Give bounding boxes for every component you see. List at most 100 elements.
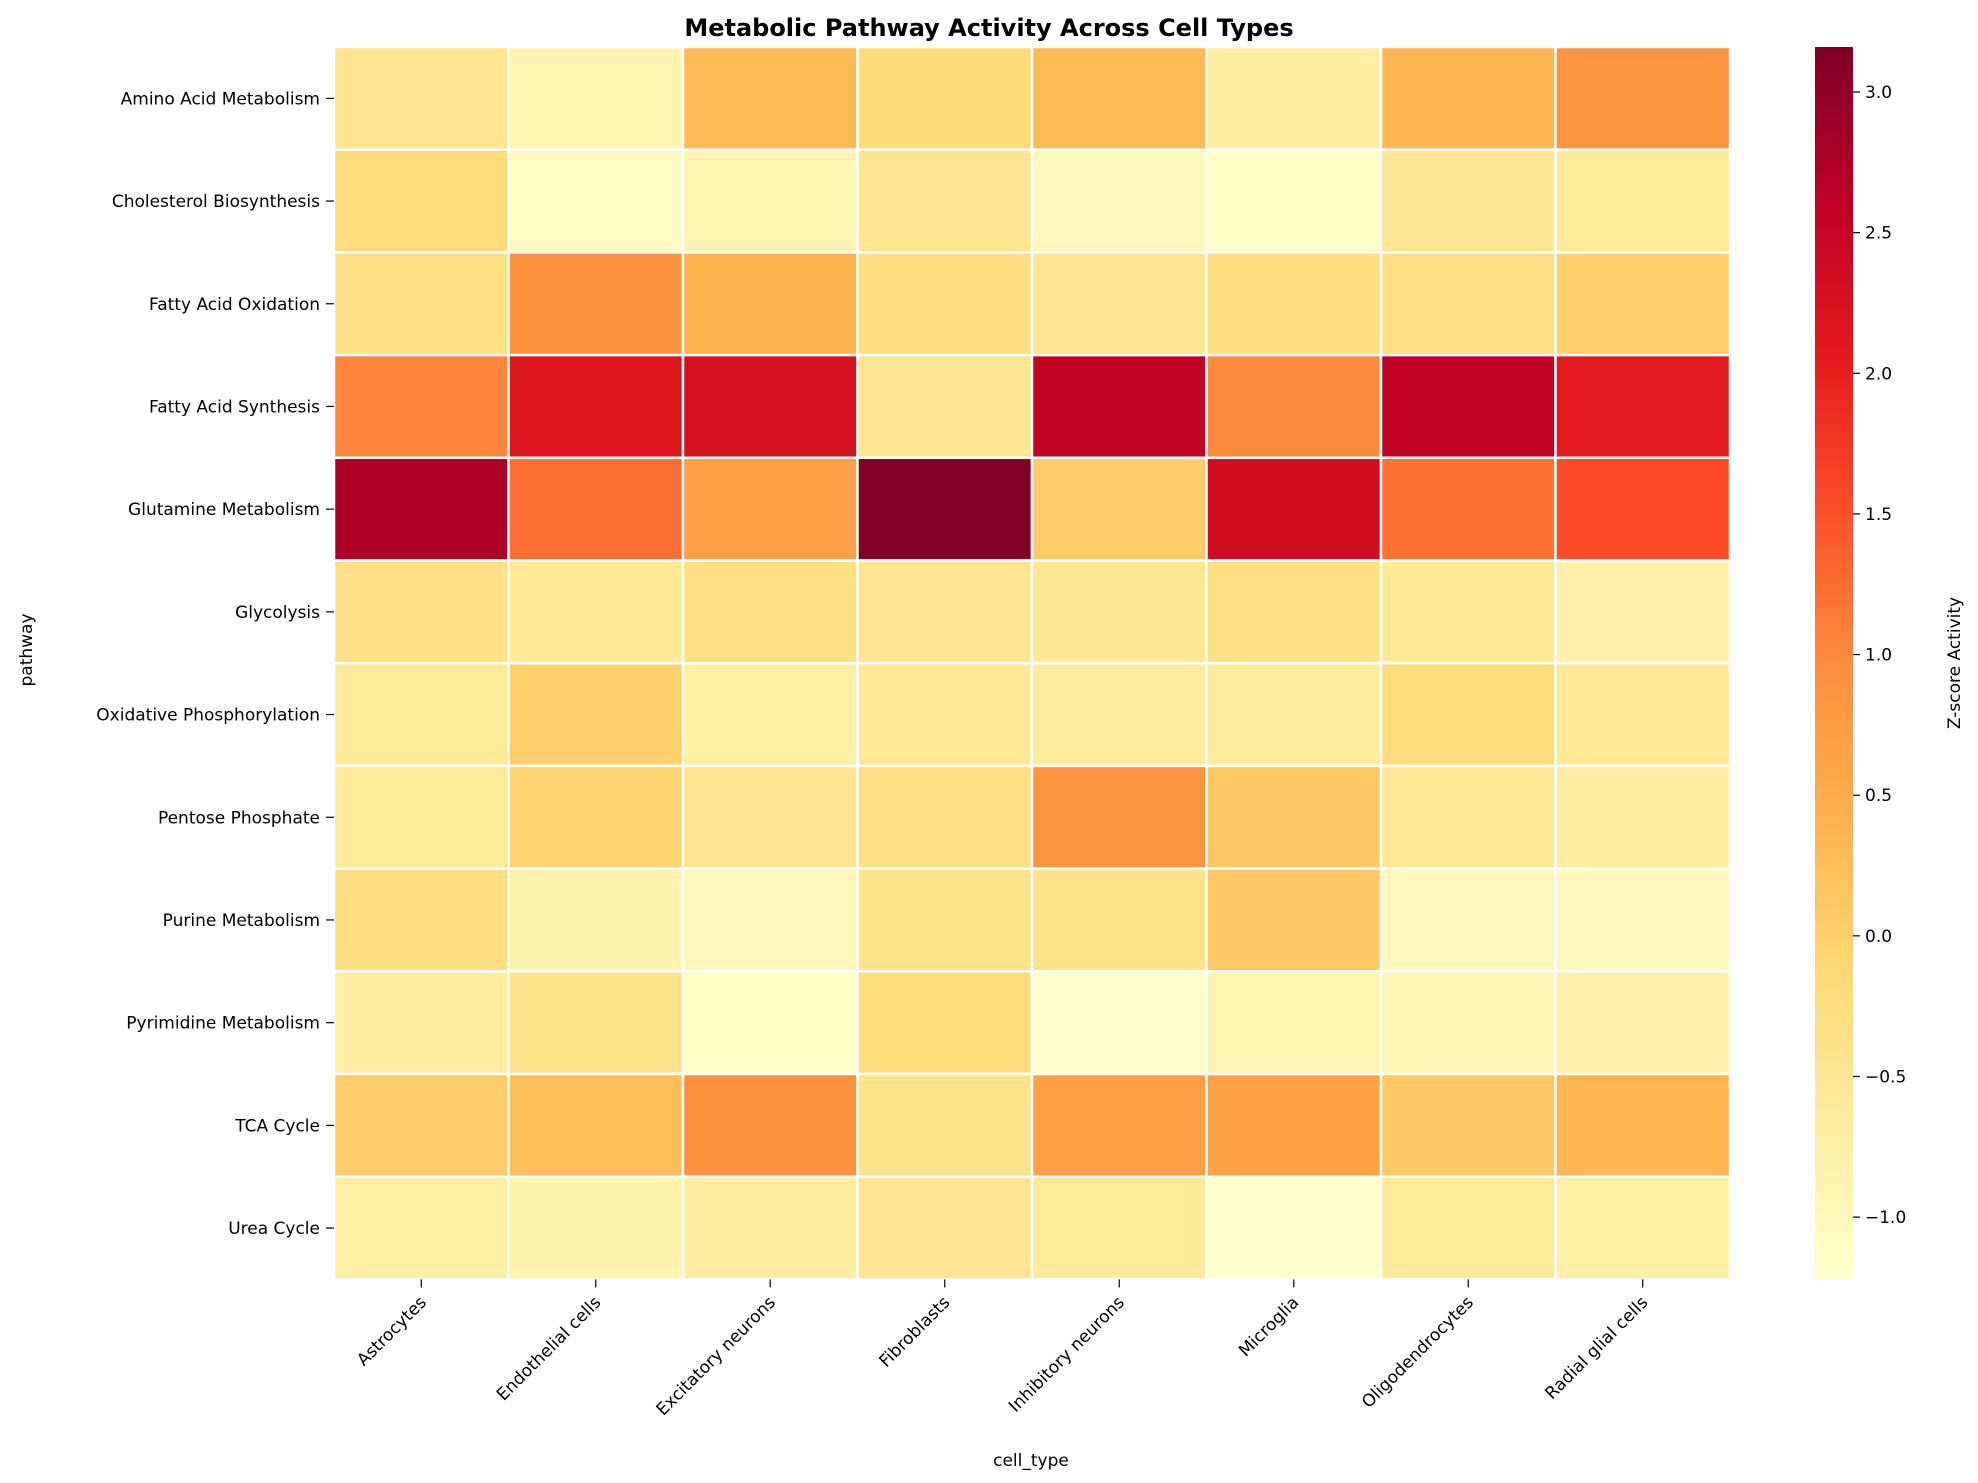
heatmap-cell xyxy=(1205,867,1383,973)
heatmap-cell xyxy=(856,970,1034,1076)
heatmap-cell xyxy=(1379,353,1557,460)
row-tick-label: Urea Cycle xyxy=(228,1219,320,1239)
heatmap-cell xyxy=(1379,764,1557,870)
row-tick-label: Pentose Phosphate xyxy=(158,808,320,828)
heatmap-cell xyxy=(1379,1072,1557,1178)
heatmap-cell xyxy=(1554,1072,1732,1178)
row-tick-label: Glycolysis xyxy=(235,603,320,623)
heatmap-cell xyxy=(1205,148,1383,254)
heatmap-cell xyxy=(507,1175,685,1281)
heatmap-cell xyxy=(681,148,859,254)
heatmap-cell xyxy=(507,45,685,151)
heatmap-cell xyxy=(681,353,859,460)
colorbar-tick-label: 3.0 xyxy=(1865,83,1892,103)
heatmap-cell xyxy=(1205,45,1383,151)
heatmap-cell xyxy=(1554,559,1732,665)
heatmap-cell xyxy=(507,353,685,460)
heatmap-cell xyxy=(681,1072,859,1178)
heatmap-cell xyxy=(332,148,510,254)
heatmap-cell xyxy=(856,1175,1034,1281)
row-tick-label: Oxidative Phosphorylation xyxy=(96,706,320,726)
heatmap-cell xyxy=(1554,45,1732,151)
row-tick-label: Pyrimidine Metabolism xyxy=(126,1014,320,1034)
heatmap-cell xyxy=(1205,1175,1383,1281)
row-tick-labels: Amino Acid Metabolism Cholesterol Biosynt… xyxy=(96,89,334,1239)
row-tick-label: Cholesterol Biosynthesis xyxy=(112,192,320,212)
heatmap-cell xyxy=(856,1072,1034,1178)
heatmap-cell xyxy=(1379,559,1557,665)
heatmap-cell xyxy=(1554,1175,1732,1281)
heatmap-cell xyxy=(1554,661,1732,768)
heatmap-cell xyxy=(507,148,685,254)
heatmap-cell xyxy=(1030,45,1208,151)
heatmap-cell xyxy=(1379,456,1557,562)
heatmap-cell xyxy=(507,867,685,973)
heatmap-cell xyxy=(1554,867,1732,973)
x-axis-label: cell_type xyxy=(993,1451,1069,1471)
colorbar-tick-label: −0.5 xyxy=(1865,1067,1906,1087)
heatmap-cell xyxy=(332,661,510,768)
heatmap-cell xyxy=(681,867,859,973)
heatmap-cell xyxy=(332,764,510,870)
colorbar-label: Z-score Activity xyxy=(1945,597,1965,729)
heatmap-cell xyxy=(1030,867,1208,973)
heatmap-cell xyxy=(1379,148,1557,254)
column-tick-label: Oligodendrocytes xyxy=(1358,1293,1478,1413)
heatmap-cell xyxy=(1554,148,1732,254)
heatmap-cell xyxy=(1205,1072,1383,1178)
heatmap-cell xyxy=(332,353,510,460)
column-tick-label: Fibroblasts xyxy=(876,1293,955,1372)
heatmap-cell xyxy=(507,251,685,357)
y-axis-label: pathway xyxy=(17,613,37,686)
colorbar-tick-label: 1.0 xyxy=(1865,646,1892,666)
heatmap-cell xyxy=(1554,251,1732,357)
colorbar-tick-label: 0.0 xyxy=(1865,927,1892,947)
colorbar-tick-label: −1.0 xyxy=(1865,1208,1906,1228)
chart-title: Metabolic Pathway Activity Across Cell T… xyxy=(684,14,1293,42)
heatmap-cell xyxy=(1030,148,1208,254)
heatmap-cell xyxy=(681,559,859,665)
heatmap-cell xyxy=(332,45,510,151)
colorbar-tick-label: 0.5 xyxy=(1865,786,1892,806)
heatmap-cell xyxy=(1379,867,1557,973)
heatmap-cell xyxy=(856,353,1034,460)
heatmap-cell xyxy=(1030,251,1208,357)
heatmap-cell xyxy=(1030,661,1208,768)
column-tick-label: Astrocytes xyxy=(353,1293,431,1371)
row-tick-label: Fatty Acid Oxidation xyxy=(149,295,320,315)
row-tick-label: Amino Acid Metabolism xyxy=(121,89,320,109)
column-tick-label: Microglia xyxy=(1235,1293,1303,1361)
heatmap-cell xyxy=(332,559,510,665)
heatmap-cell xyxy=(507,661,685,768)
heatmap-cell xyxy=(1554,353,1732,460)
row-tick-label: Fatty Acid Synthesis xyxy=(149,397,320,417)
row-tick-label: Glutamine Metabolism xyxy=(128,500,320,520)
heatmap-cell xyxy=(681,45,859,151)
heatmap-cell xyxy=(856,867,1034,973)
row-tick-label: Purine Metabolism xyxy=(163,911,320,931)
colorbar-tick-label: 2.5 xyxy=(1865,224,1892,244)
heatmap-cell xyxy=(856,456,1034,562)
heatmap-cell xyxy=(681,1175,859,1281)
row-tick-label: TCA Cycle xyxy=(234,1116,320,1136)
heatmap-cell xyxy=(507,559,685,665)
heatmap-cell xyxy=(681,251,859,357)
heatmap-cell xyxy=(507,764,685,870)
heatmap-cell xyxy=(681,661,859,768)
heatmap-cell xyxy=(1379,251,1557,357)
heatmap-cell xyxy=(1379,970,1557,1076)
colorbar-ticks: 3.0 2.5 2.0 1.5 1.0 0.5 0.0 −0.5 −1.0 xyxy=(1853,83,1906,1228)
column-tick-label: Inhibitory neurons xyxy=(1005,1293,1129,1417)
heatmap-cell xyxy=(507,456,685,562)
heatmap-cell xyxy=(332,867,510,973)
heatmap-cell xyxy=(1030,559,1208,665)
heatmap-cell xyxy=(507,1072,685,1178)
heatmap-cell xyxy=(1205,456,1383,562)
colorbar xyxy=(1815,47,1853,1279)
heatmap-cell xyxy=(1030,764,1208,870)
heatmap-cell xyxy=(1205,970,1383,1076)
heatmap-cell xyxy=(1379,661,1557,768)
heatmap-cell xyxy=(1205,559,1383,665)
heatmap-cell xyxy=(1030,970,1208,1076)
heatmap-cell xyxy=(856,45,1034,151)
